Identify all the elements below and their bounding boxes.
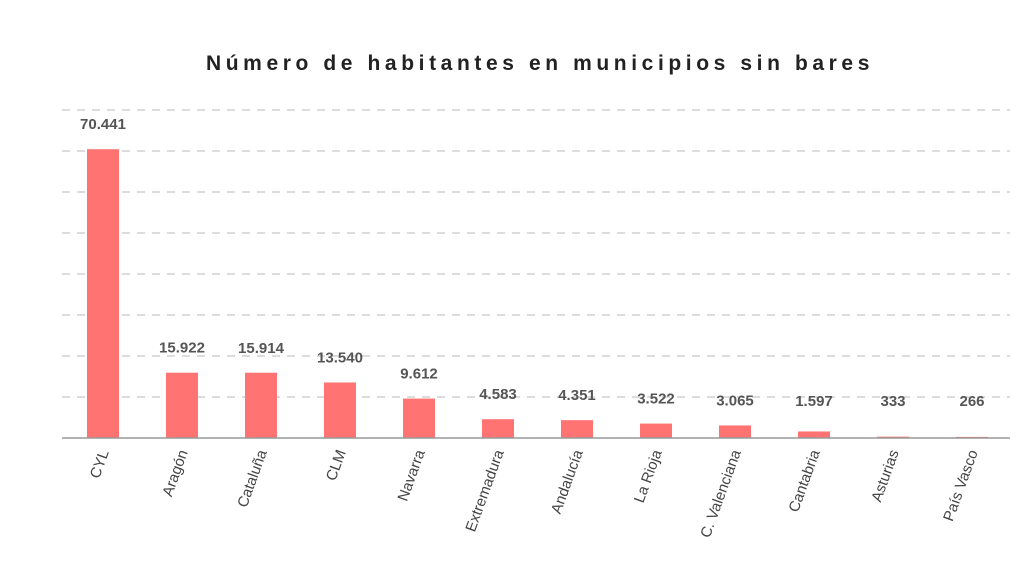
bar [640, 423, 672, 438]
category-label: Navarra [395, 447, 429, 504]
bar [403, 398, 435, 438]
data-label: 15.914 [238, 340, 285, 357]
category-label: País Vasco [940, 448, 982, 524]
bar [561, 420, 593, 438]
bar [87, 149, 119, 438]
category-label: Asturias [868, 448, 903, 505]
bar [798, 431, 830, 438]
data-label: 266 [959, 393, 984, 410]
bar [324, 382, 356, 438]
data-label: 4.583 [479, 386, 517, 403]
bar [245, 372, 277, 438]
data-label: 4.351 [558, 387, 596, 404]
category-label: Andalucía [548, 447, 587, 516]
category-label: La Rioja [631, 447, 666, 505]
data-label: 3.065 [716, 392, 754, 409]
data-label: 9.612 [400, 366, 438, 383]
category-label: Extremadura [462, 447, 508, 534]
data-label: 3.522 [637, 391, 675, 408]
data-label: 70.441 [80, 116, 126, 133]
bar [166, 372, 198, 438]
bar [719, 425, 751, 438]
data-label: 15.922 [159, 340, 205, 357]
data-label: 1.597 [795, 393, 833, 410]
bar [482, 419, 514, 438]
data-label: 13.540 [317, 349, 363, 366]
category-label: Cantabria [786, 447, 824, 515]
chart-title: Número de habitantes en municipios sin b… [205, 52, 874, 75]
category-label: CLM [323, 448, 350, 484]
data-label: 333 [880, 393, 905, 410]
category-label: C. Valenciana [697, 447, 745, 540]
category-label: Aragón [159, 448, 192, 499]
category-label: Cataluña [234, 447, 271, 510]
category-label: CYL [87, 448, 113, 481]
